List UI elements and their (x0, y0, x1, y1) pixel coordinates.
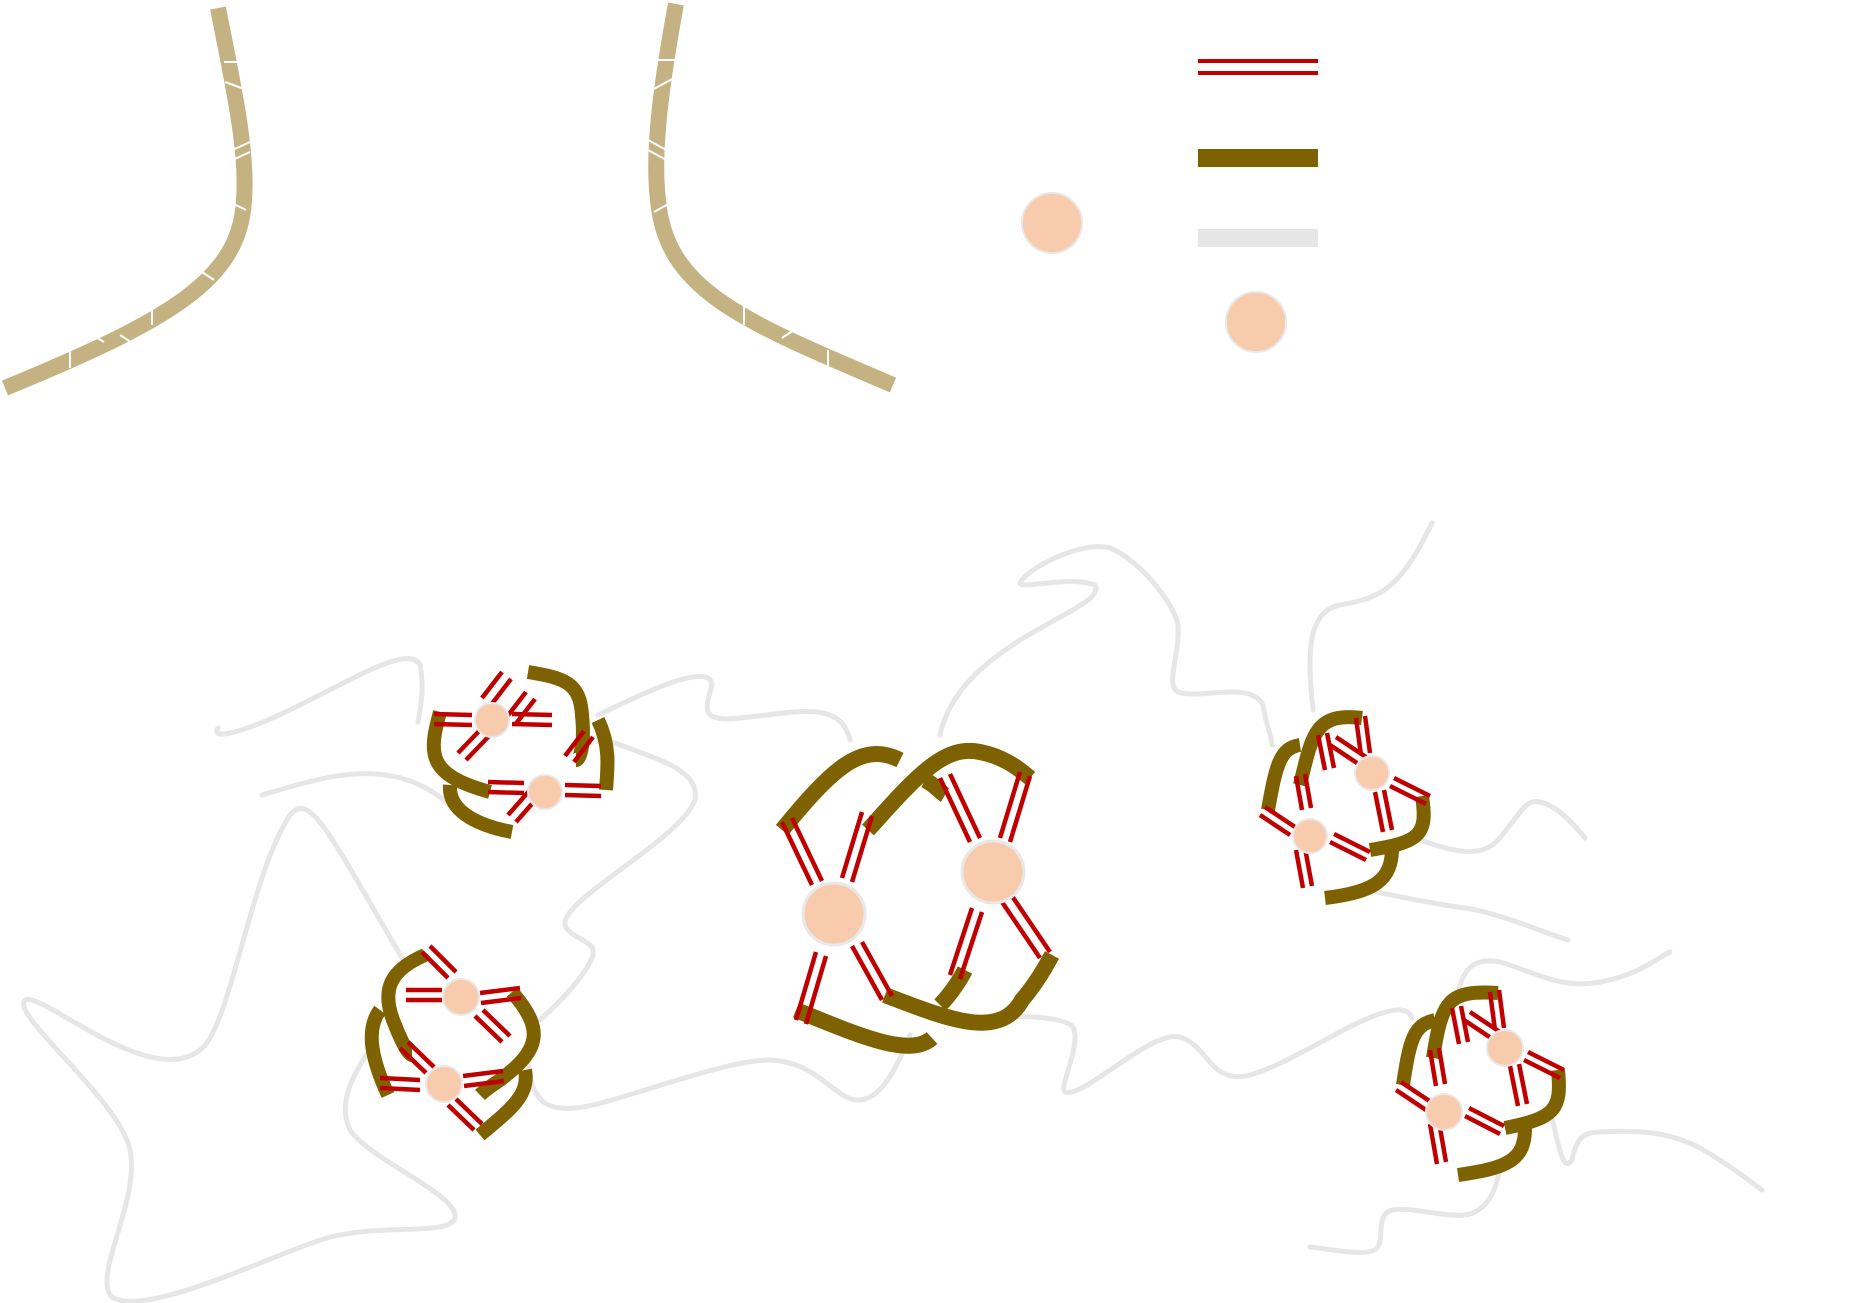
linker-strands (21, 520, 1765, 1303)
quadruplex-lower-left (364, 944, 541, 1141)
quadruplex-upper-left (426, 665, 615, 839)
quadruplex-central (775, 742, 1060, 1054)
quadruplex-right-upper (1258, 710, 1432, 905)
quadruplex-right-lower (1394, 985, 1566, 1182)
legend (1198, 59, 1318, 353)
legend-cation-icon (1225, 291, 1287, 353)
free-cation (1021, 192, 1083, 254)
top-middle-strand (647, 2, 897, 393)
legend-hydrogen-bond-icon (1198, 59, 1318, 75)
top-left-strand (1, 6, 253, 396)
